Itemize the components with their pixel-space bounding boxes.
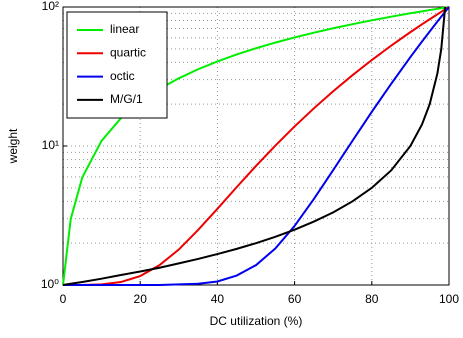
- x-tick-label: 40: [211, 292, 225, 306]
- legend-label: quartic: [110, 45, 146, 59]
- plot-frame: [62, 6, 450, 286]
- legend-label: M/G/1: [110, 92, 143, 106]
- x-tick-label: 80: [365, 292, 379, 306]
- x-tick-label: 0: [60, 292, 67, 306]
- y-tick-label: 10²: [42, 0, 59, 13]
- x-tick-label: 100: [439, 292, 459, 306]
- legend-label: octic: [110, 69, 135, 83]
- y-tick-label: 10¹: [42, 138, 59, 152]
- x-tick-label: 20: [134, 292, 148, 306]
- x-axis-label: DC utilization (%): [210, 314, 303, 328]
- legend-label: linear: [110, 22, 139, 36]
- x-tick-label: 60: [288, 292, 302, 306]
- series-line: [63, 6, 450, 286]
- y-tick-label: 10⁰: [41, 277, 59, 291]
- series-line: [63, 6, 450, 286]
- y-axis-label: weight: [6, 128, 20, 164]
- series-line: [62, 6, 447, 286]
